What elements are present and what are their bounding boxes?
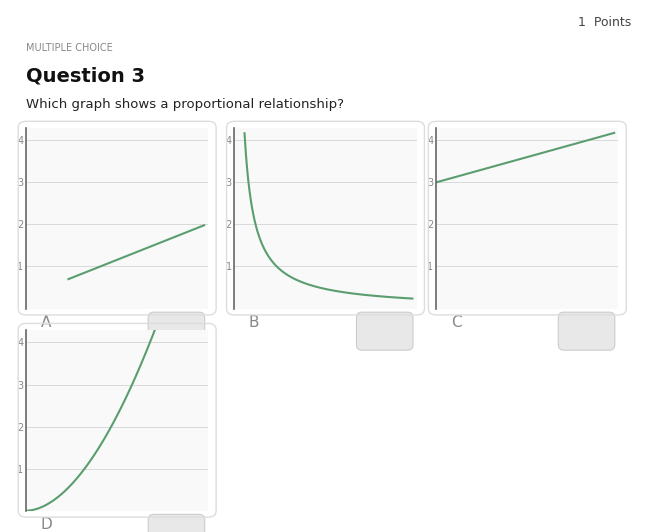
Text: Question 3: Question 3 xyxy=(26,66,145,86)
Text: Which graph shows a proportional relationship?: Which graph shows a proportional relatio… xyxy=(26,98,344,111)
Text: D: D xyxy=(40,517,52,532)
FancyBboxPatch shape xyxy=(148,514,204,532)
Text: C: C xyxy=(450,314,462,330)
FancyBboxPatch shape xyxy=(357,312,413,350)
Text: A: A xyxy=(40,314,51,330)
FancyBboxPatch shape xyxy=(559,312,615,350)
Text: MULTIPLE CHOICE: MULTIPLE CHOICE xyxy=(26,43,113,53)
Text: B: B xyxy=(249,314,260,330)
FancyBboxPatch shape xyxy=(148,312,204,350)
Text: 1  Points: 1 Points xyxy=(578,16,631,29)
